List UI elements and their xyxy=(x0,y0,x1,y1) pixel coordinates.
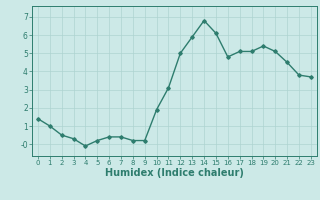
X-axis label: Humidex (Indice chaleur): Humidex (Indice chaleur) xyxy=(105,168,244,178)
